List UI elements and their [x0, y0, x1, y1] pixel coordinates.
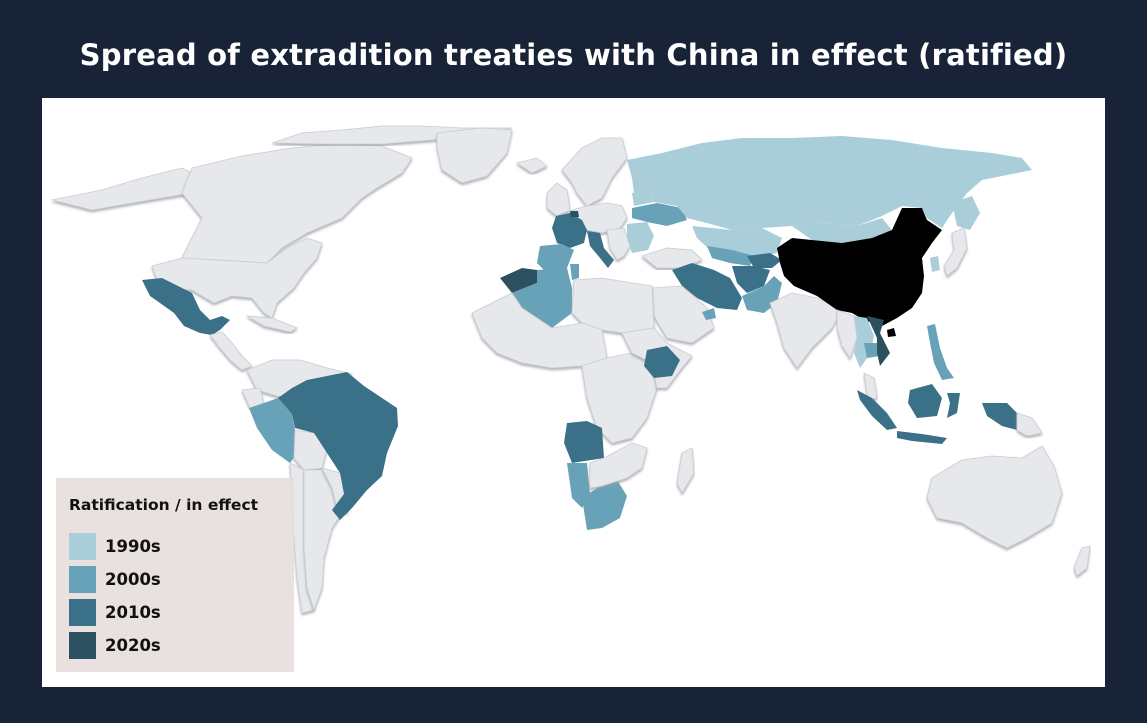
country-indonesia-sulawesi: [947, 393, 960, 418]
country-mongolia: [792, 218, 892, 243]
country-russia: [627, 136, 1032, 230]
legend-label: 1990s: [105, 537, 161, 556]
world-map: Ratification / in effect 1990s 2000s 201…: [42, 98, 1105, 687]
chart-title: Spread of extradition treaties with Chin…: [79, 38, 1068, 72]
legend: Ratification / in effect 1990s 2000s 201…: [56, 478, 294, 672]
country-malaysia: [863, 372, 878, 401]
country-india: [769, 292, 843, 369]
country-scandinavia: [561, 137, 628, 207]
legend-label: 2000s: [105, 570, 161, 589]
country-turkey: [641, 247, 703, 269]
country-papua-new-guinea: [1016, 412, 1043, 437]
country-brazil: [278, 372, 398, 520]
legend-title: Ratification / in effect: [69, 496, 259, 514]
country-cambodia: [864, 343, 880, 358]
map-canvas: [51, 125, 1091, 614]
country-russia-far-east: [952, 196, 980, 230]
country-indonesia-java: [897, 431, 947, 444]
legend-label: 2010s: [105, 603, 161, 622]
country-france: [552, 213, 587, 248]
legend-item-2010s: 2010s: [69, 599, 161, 626]
country-central-america: [209, 331, 253, 371]
country-madagascar: [676, 447, 695, 494]
country-uae: [702, 308, 716, 320]
country-indonesia-papua: [982, 403, 1017, 430]
legend-label: 2020s: [105, 636, 161, 655]
country-vietnam: [867, 316, 890, 366]
country-spain-portugal: [537, 244, 574, 273]
country-indonesia-borneo: [908, 384, 942, 418]
country-ukraine: [632, 203, 687, 226]
legend-swatch-2020s: [69, 632, 96, 659]
country-romania-bulgaria: [627, 222, 654, 253]
country-saudi-arabia: [651, 285, 715, 344]
country-iceland: [516, 157, 548, 174]
country-peru: [249, 398, 300, 463]
country-italy: [587, 231, 614, 268]
country-balkans: [606, 227, 631, 261]
country-new-zealand: [1073, 545, 1091, 577]
country-uzbekistan: [707, 246, 754, 266]
country-tunisia: [570, 264, 579, 280]
legend-swatch-2000s: [69, 566, 96, 593]
legend-item-2020s: 2020s: [69, 632, 161, 659]
country-mexico: [142, 278, 230, 335]
country-usa: [151, 237, 323, 319]
country-southern-africa: [589, 442, 648, 489]
country-south-korea: [930, 256, 940, 272]
country-algeria: [512, 268, 572, 328]
legend-swatch-2010s: [69, 599, 96, 626]
country-myanmar: [836, 309, 858, 359]
country-belgium: [570, 211, 579, 217]
country-japan: [943, 227, 968, 277]
legend-swatch-1990s: [69, 533, 96, 560]
country-australia: [926, 445, 1063, 549]
country-uk: [546, 182, 571, 217]
country-greenland: [436, 127, 513, 184]
country-morocco: [500, 268, 537, 293]
country-indonesia-sumatra: [857, 390, 897, 430]
country-alaska: [51, 167, 203, 211]
country-ethiopia: [644, 346, 680, 378]
country-south-africa: [582, 480, 627, 530]
legend-item-2000s: 2000s: [69, 566, 161, 593]
country-tajikistan-kyrgyz: [747, 253, 782, 268]
country-iran: [672, 263, 742, 310]
country-china: [777, 208, 942, 326]
country-angola: [564, 421, 604, 463]
country-afghanistan: [732, 266, 770, 293]
country-belarus: [632, 190, 654, 206]
country-caribbean: [246, 315, 298, 333]
legend-item-1990s: 1990s: [69, 533, 161, 560]
country-central-africa: [581, 352, 658, 444]
country-china-hainan: [887, 328, 896, 337]
country-philippines: [927, 324, 954, 380]
